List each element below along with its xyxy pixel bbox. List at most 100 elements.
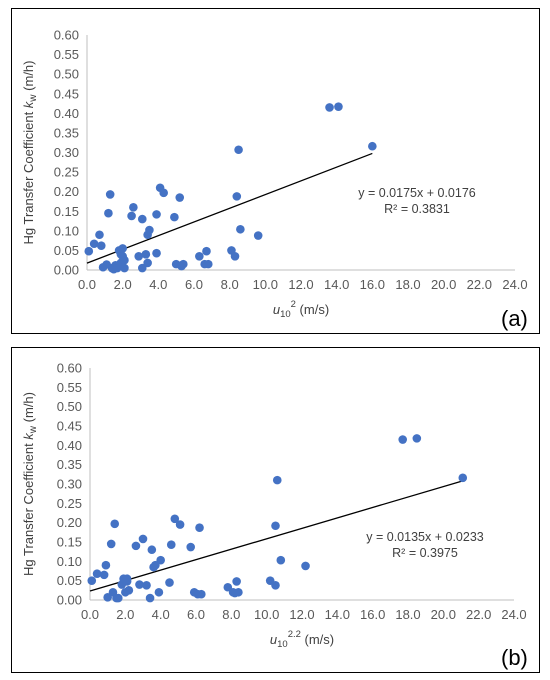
data-point	[110, 519, 120, 529]
data-point	[105, 190, 115, 199]
x-tick-label: 16.0	[360, 607, 385, 622]
x-axis-title-unit: (m/s)	[301, 632, 334, 647]
data-point	[166, 540, 176, 550]
x-axis-title: u102 (m/s)	[273, 299, 329, 320]
y-axis-title-var: k	[21, 432, 36, 440]
y-tick-label: 0.15	[57, 535, 82, 550]
y-axis-title-main: Hg Transfer Coefficient	[21, 108, 36, 244]
y-tick-label: 0.55	[54, 47, 79, 62]
y-tick-label: 0.05	[54, 243, 79, 258]
x-tick-label: 0.0	[78, 277, 96, 292]
panel-label: (b)	[501, 645, 528, 670]
x-axis-title: u102.2 (m/s)	[270, 629, 334, 650]
data-point	[99, 570, 109, 580]
data-point	[234, 145, 243, 155]
data-point	[95, 230, 104, 240]
r-squared-label: R² = 0.3831	[384, 202, 450, 216]
x-axis-title-unit: (m/s)	[296, 302, 329, 317]
data-point	[129, 203, 138, 212]
x-tick-label: 20.0	[431, 607, 456, 622]
data-point	[368, 141, 377, 151]
data-point	[203, 259, 213, 269]
trendline-equation: y = 0.0175x + 0.0176	[358, 186, 476, 200]
data-point	[106, 539, 116, 549]
x-axis-title-sub: 10	[280, 309, 291, 320]
x-axis-title-sub: 10	[277, 639, 288, 650]
data-point	[134, 251, 144, 261]
chart-panel-b: 0.00 0.05 0.10 0.15 0.20 0.25 0.30 0.35 0.40 0.45…	[11, 347, 540, 673]
data-point	[118, 244, 127, 253]
data-point	[135, 580, 144, 589]
data-point	[271, 521, 280, 531]
trendline	[86, 152, 373, 264]
y-tick-label: 0.40	[57, 438, 82, 453]
data-point	[170, 212, 179, 222]
y-tick-label: 0.45	[57, 419, 82, 434]
x-tick-label: 24.0	[501, 607, 526, 622]
scatter-chart-b: 0.00 0.05 0.10 0.15 0.20 0.25 0.30 0.35 0.40 0.45…	[21, 361, 528, 671]
data-point	[276, 555, 286, 565]
x-tick-label: 4.0	[149, 277, 167, 292]
y-tick-label: 0.00	[54, 263, 79, 278]
y-axis-title: Hg Transfer Coefficient kw (m/h)	[21, 60, 39, 244]
y-axis-title: Hg Transfer Coefficient kw (m/h)	[21, 392, 39, 576]
data-point	[334, 102, 343, 111]
x-tick-label: 18.0	[395, 277, 420, 292]
y-tick-label: 0.40	[54, 106, 79, 121]
data-point	[197, 589, 206, 599]
y-axis-title-sub: w	[28, 94, 39, 103]
y-tick-label: 0.35	[54, 125, 79, 140]
data-point	[131, 541, 141, 551]
data-point	[120, 263, 129, 273]
data-point	[230, 251, 240, 261]
data-point	[232, 577, 241, 586]
data-point	[170, 514, 180, 524]
y-tick-label: 0.15	[54, 204, 79, 219]
data-point	[113, 593, 123, 603]
data-point	[301, 561, 310, 571]
y-axis-title-unit: (m/h)	[21, 60, 36, 94]
data-point	[145, 225, 154, 235]
x-tick-label: 18.0	[395, 607, 420, 622]
data-point	[186, 542, 195, 552]
y-tick-label: 0.50	[57, 399, 82, 414]
y-tick-label: 0.60	[54, 28, 79, 43]
x-tick-label: 8.0	[221, 277, 239, 292]
y-tick-label: 0.35	[57, 457, 82, 472]
y-axis-title-unit: (m/h)	[21, 392, 36, 426]
data-point	[145, 593, 155, 603]
x-tick-label: 22.0	[466, 607, 491, 622]
x-tick-label: 24.0	[502, 277, 527, 292]
scatter-chart-a: 0.00 0.05 0.10 0.15 0.20 0.25 0.30 0.35 0.40 0.45…	[21, 28, 528, 332]
data-point	[142, 581, 151, 590]
y-tick-label: 0.30	[54, 145, 79, 160]
panel-label: (a)	[501, 306, 528, 331]
x-tick-label: 6.0	[185, 277, 203, 292]
data-point	[195, 251, 204, 261]
y-tick-label: 0.30	[57, 477, 82, 492]
data-point	[120, 255, 129, 265]
data-point	[138, 534, 148, 544]
data-point	[104, 208, 113, 218]
y-tick-label: 0.60	[57, 361, 82, 376]
data-point	[124, 586, 134, 595]
x-tick-label: 14.0	[325, 607, 350, 622]
x-tick-label: 8.0	[222, 607, 240, 622]
data-point	[175, 193, 185, 202]
y-tick-label: 0.10	[57, 554, 82, 569]
data-point	[87, 576, 97, 585]
y-axis-title-main: Hg Transfer Coefficient	[21, 440, 36, 576]
x-tick-label: 20.0	[431, 277, 456, 292]
data-point	[234, 587, 243, 597]
r-squared-label: R² = 0.3975	[392, 546, 458, 560]
x-axis-title-sup: 2.2	[288, 629, 301, 640]
x-tick-label: 10.0	[254, 607, 279, 622]
trendline-equation: y = 0.0135x + 0.0233	[366, 530, 484, 544]
chart-panel-a: 0.00 0.05 0.10 0.15 0.20 0.25 0.30 0.35 0.40 0.45…	[11, 8, 540, 334]
y-tick-label: 0.20	[54, 184, 79, 199]
data-point	[159, 188, 168, 198]
x-axis-title-sup: 2	[291, 299, 296, 310]
data-point	[458, 473, 468, 483]
x-tick-label: 0.0	[81, 607, 99, 622]
data-point	[137, 214, 147, 224]
